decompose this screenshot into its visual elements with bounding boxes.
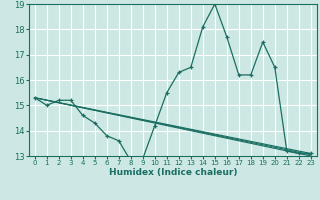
X-axis label: Humidex (Indice chaleur): Humidex (Indice chaleur) bbox=[108, 168, 237, 177]
